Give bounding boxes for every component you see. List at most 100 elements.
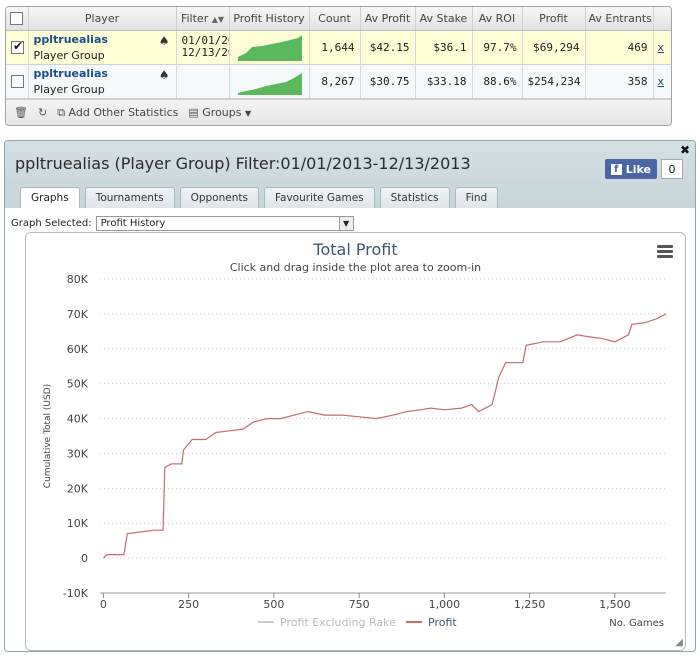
x-tick-label: 1,500 [599,598,631,611]
tab-opponents[interactable]: Opponents [179,187,259,208]
panel-tabs: Graphs Tournaments Opponents Favourite G… [20,187,499,209]
tab-tournaments[interactable]: Tournaments [84,187,175,208]
facebook-like-button[interactable]: f Like [604,159,657,179]
column-header-profit-history[interactable]: Profit History [229,7,310,31]
x-tick-label: 1,250 [514,598,546,611]
hamburger-menu-icon[interactable] [657,245,673,260]
profit-history-cell [229,64,310,99]
remove-row-link[interactable]: x [657,74,665,88]
chart-title: Total Profit [313,240,398,259]
column-header-av-profit[interactable]: Av Profit [360,7,416,31]
column-header-player[interactable]: Player [28,7,177,31]
filter-cell: 01/01/2012/13/20 [176,30,230,65]
legend-item: Profit [428,616,457,629]
row-checkbox-cell[interactable] [6,64,29,99]
tab-statistics[interactable]: Statistics [379,187,450,208]
add-other-statistics-button[interactable]: ⧉ Add Other Statistics [57,105,179,119]
row-checkbox[interactable] [11,74,24,88]
row-checkbox[interactable] [11,39,24,54]
player-name-link[interactable]: ppltruealias [33,32,108,46]
refresh-icon[interactable]: ↻ [37,106,48,119]
column-header-profit[interactable]: Profit [522,7,586,31]
player-group-label: Player Group [33,82,105,96]
column-header-av-stake[interactable]: Av Stake [415,7,473,31]
y-tick-label: 20K [67,482,89,495]
panel-title: ppltruealias (Player Group) Filter:01/01… [15,154,471,173]
groups-dropdown[interactable]: ▤ Groups ▼ [188,106,252,119]
remove-row-cell[interactable]: x [653,30,671,65]
tab-graphs[interactable]: Graphs [20,187,80,209]
facebook-like-count: 0 [661,159,683,179]
y-tick-label: 80K [67,273,89,286]
av-entrants-cell: 469 [585,30,654,65]
x-tick-label: 0 [100,598,107,611]
av-profit-cell: $42.15 [360,30,416,65]
graph-selector-row: Graph Selected: Profit History ▼ [11,216,354,231]
graph-select-value: Profit History [100,218,166,229]
chart-container[interactable]: Total Profit Click and drag inside the p… [25,232,686,651]
close-icon[interactable]: ✖ [679,143,690,157]
column-header-remove [653,7,671,31]
filter-cell [176,64,230,99]
profit-cell: $69,294 [522,30,586,65]
av-profit-cell: $30.75 [360,64,416,99]
y-tick-label: 50K [67,378,89,391]
filter-start-date: 01/01/20 [181,34,229,47]
x-tick-label: 750 [349,598,370,611]
x-tick-label: 1,000 [429,598,461,611]
panel-header: ppltruealias (Player Group) Filter:01/01… [5,141,695,209]
y-tick-label: 30K [67,447,89,460]
profit-cell: $254,234 [522,64,586,99]
column-header-av-entrants[interactable]: Av Entrants [585,7,654,31]
player-name-link[interactable]: ppltruealias [33,66,108,80]
poker-site-icon: ♠ [158,33,170,48]
tab-find[interactable]: Find [454,187,499,208]
y-tick-label: 70K [67,308,89,321]
remove-row-link[interactable]: x [657,40,665,54]
add-column-icon: ⧉ [57,105,66,119]
player-cell[interactable]: ppltruealias Player Group ♠ [28,30,177,65]
filter-end-date: 12/13/20 [181,46,229,59]
row-checkbox-cell[interactable] [6,30,29,65]
table-row[interactable]: ppltruealias Player Group ♠ 8,267 $30.75… [6,64,671,99]
series-line-profit [102,313,667,559]
tab-favourite-games[interactable]: Favourite Games [263,187,375,208]
chevron-down-icon: ▼ [245,109,252,118]
y-tick-label: 40K [67,413,89,426]
panel-body: Graph Selected: Profit History ▼ Total P… [5,208,695,651]
results-table-panel: Player Filter ▲▼ Profit History Count Av… [5,6,672,126]
graph-select[interactable]: Profit History ▼ [95,216,354,231]
trash-icon[interactable]: 🗑 [14,106,28,119]
graph-selected-label: Graph Selected: [11,218,92,229]
profit-sparkline [237,73,302,95]
x-tick-label: 250 [178,598,199,611]
player-cell[interactable]: ppltruealias Player Group ♠ [28,64,177,99]
chart-subtitle: Click and drag inside the plot area to z… [229,261,482,274]
remove-row-cell[interactable]: x [653,64,671,99]
resize-handle-icon[interactable]: ◢ [675,637,683,648]
profit-chart[interactable]: -10K 0 10K 20K 30K 40K 50K 60K 70K 80K 0 250 500 750 1… [26,233,685,650]
av-roi-cell: 97.7% [472,30,523,65]
facebook-icon: f [610,163,622,175]
chevron-down-icon: ▼ [338,217,353,230]
legend-item: Profit Excluding Rake [280,616,396,629]
column-header-count[interactable]: Count [309,7,361,31]
select-all-checkbox[interactable] [10,12,24,25]
table-row[interactable]: ppltruealias Player Group ♠ 01/01/2012/1… [6,30,671,65]
profit-history-cell [229,30,310,65]
y-tick-label: 0 [81,552,88,565]
av-stake-cell: $36.1 [415,30,473,65]
column-header-av-roi[interactable]: Av ROI [472,7,523,31]
x-tick-label: 500 [263,598,284,611]
av-entrants-cell: 358 [585,64,654,99]
column-header-filter[interactable]: Filter ▲▼ [176,7,230,31]
sort-arrows-icon: ▲▼ [211,14,225,24]
y-tick-label: 60K [67,343,89,356]
select-all-header[interactable] [6,7,29,31]
player-group-label: Player Group [33,48,105,62]
results-table: Player Filter ▲▼ Profit History Count Av… [6,7,671,99]
y-tick-label: -10K [63,587,89,600]
facebook-like-widget[interactable]: f Like 0 [604,159,683,179]
count-cell: 8,267 [309,64,361,99]
table-toolbar: 🗑 ↻ ⧉ Add Other Statistics ▤ Groups ▼ [6,99,671,125]
